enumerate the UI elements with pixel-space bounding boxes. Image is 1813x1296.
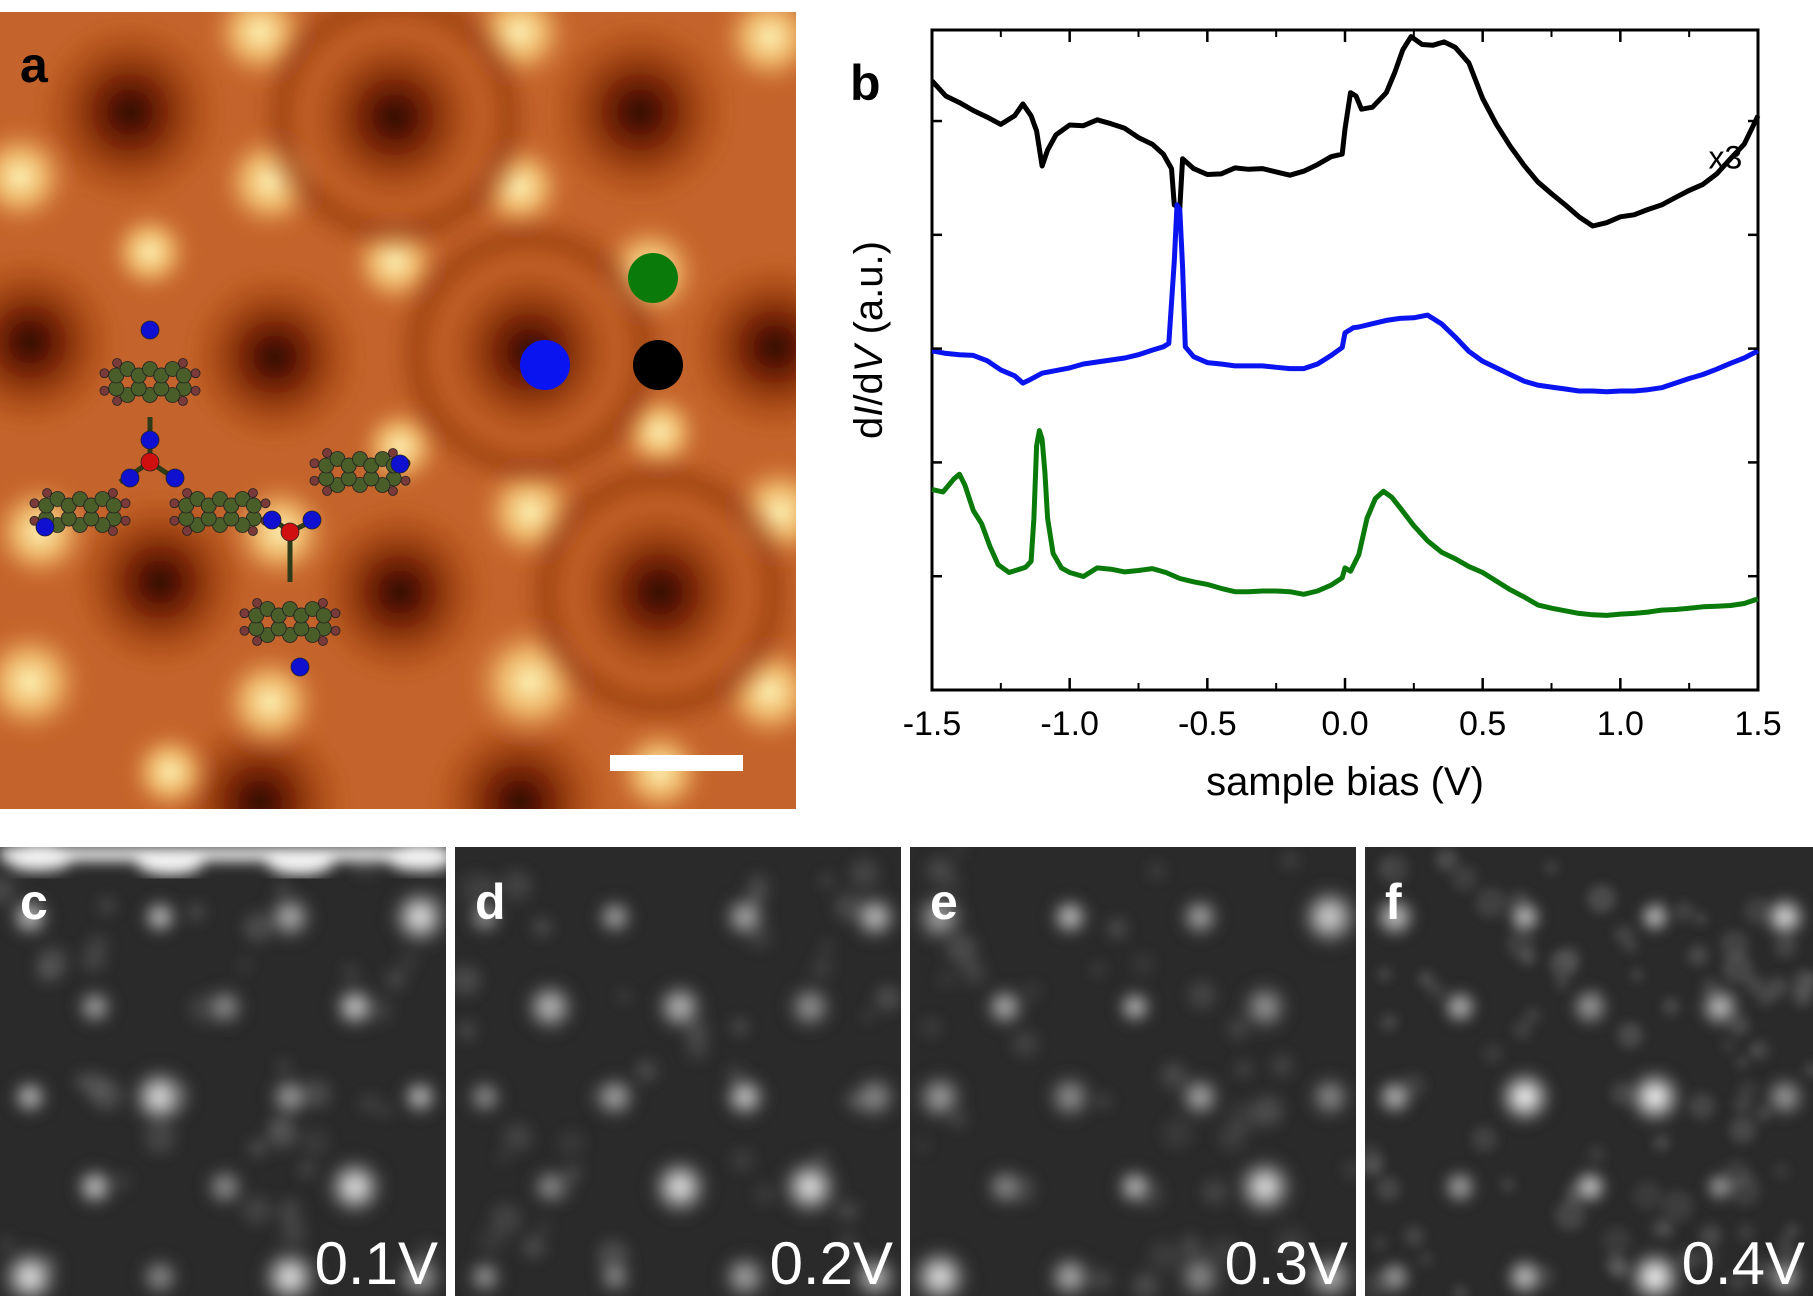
x-tick-label: -1.0	[1040, 705, 1099, 743]
map-e: e 0.3V	[910, 847, 1356, 1296]
atom	[260, 498, 271, 509]
x-tick-label: 1.5	[1734, 705, 1781, 743]
atom	[178, 358, 188, 368]
map-d-svg	[455, 847, 901, 1296]
atom	[190, 385, 201, 396]
map-c: c 0.1V	[0, 847, 446, 1296]
atom	[120, 515, 131, 526]
y-label-part: d	[847, 417, 891, 439]
atom	[290, 657, 310, 677]
atom	[178, 396, 188, 406]
x-axis-label: sample bias (V)	[1206, 760, 1484, 804]
atom	[169, 498, 180, 509]
map-f-svg	[1365, 847, 1813, 1296]
map-background	[0, 847, 446, 1296]
atom	[330, 608, 341, 619]
x-tick-label: 1.0	[1597, 705, 1644, 743]
panel-label-e: e	[930, 874, 958, 930]
map-background	[1365, 847, 1813, 1296]
voltage-label-f: 0.4V	[1681, 1230, 1805, 1296]
atom	[318, 636, 328, 646]
voltage-label-d: 0.2V	[769, 1230, 893, 1296]
atom	[120, 468, 140, 488]
atom	[262, 510, 282, 530]
map-d: d 0.2V	[455, 847, 901, 1296]
atom	[309, 458, 320, 469]
y-label-part: (a.u.)	[847, 241, 891, 345]
x-tick-label: 0.5	[1459, 705, 1506, 743]
atom	[252, 598, 262, 608]
y-label-part: I	[847, 406, 891, 417]
atom	[140, 430, 160, 450]
topography-image: a	[0, 12, 796, 809]
atom	[140, 320, 160, 340]
scale-annotation: x3	[1708, 140, 1742, 176]
atom	[140, 452, 160, 472]
map-f: f 0.4V	[1365, 847, 1813, 1296]
atom	[169, 515, 180, 526]
atom	[99, 385, 110, 396]
atom	[315, 607, 332, 624]
blue-marker	[520, 340, 570, 390]
atom	[112, 358, 122, 368]
map-c-svg	[0, 847, 446, 1296]
atom	[309, 475, 320, 486]
atom	[108, 488, 118, 498]
atom	[388, 448, 398, 458]
atom	[182, 488, 192, 498]
atom	[390, 454, 410, 474]
atom	[302, 510, 322, 530]
atom	[42, 488, 52, 498]
atom	[248, 488, 258, 498]
panel-label-f: f	[1385, 874, 1402, 930]
x-tick-label: 0.0	[1321, 705, 1368, 743]
atom	[108, 526, 118, 536]
atom	[318, 598, 328, 608]
atom	[165, 468, 185, 488]
panel-label-c: c	[20, 874, 48, 930]
topography-svg	[0, 12, 796, 809]
molecular-model	[29, 320, 411, 677]
black-marker	[633, 340, 683, 390]
atom	[252, 636, 262, 646]
atom	[99, 368, 110, 379]
panel-label-d: d	[475, 874, 506, 930]
scale-bar	[610, 755, 743, 771]
y-axis-label: dI/dV (a.u.)	[847, 241, 891, 439]
y-label-part: /d	[847, 372, 891, 405]
atom	[245, 497, 262, 514]
atom	[239, 625, 250, 636]
atom	[280, 522, 300, 542]
atom	[35, 517, 55, 537]
atom	[248, 526, 258, 536]
series-line-0	[930, 34, 1761, 229]
atom	[330, 625, 341, 636]
atom	[388, 486, 398, 496]
voltage-label-e: 0.3V	[1224, 1230, 1348, 1296]
atom	[182, 526, 192, 536]
spectra-svg: -1.5 -1.0 -0.5 0.0 0.5 1.0 1.5 sample bias (V)…	[847, 28, 1782, 804]
map-background	[455, 847, 901, 1296]
x-tick-label: -1.5	[903, 705, 962, 743]
atom	[400, 475, 411, 486]
atom	[112, 396, 122, 406]
atom	[175, 367, 192, 384]
spectra-chart: -1.5 -1.0 -0.5 0.0 0.5 1.0 1.5 sample bias (V)…	[820, 0, 1813, 830]
atom	[322, 448, 332, 458]
panel-label-a: a	[20, 37, 48, 93]
x-tick-label: -0.5	[1178, 705, 1237, 743]
series-line-2	[931, 428, 1759, 618]
atom	[190, 368, 201, 379]
atom	[120, 498, 131, 509]
atom	[29, 498, 40, 509]
atom	[322, 486, 332, 496]
series-line-1	[931, 202, 1760, 395]
map-e-svg	[910, 847, 1356, 1296]
atom	[239, 608, 250, 619]
atom	[105, 497, 122, 514]
voltage-label-c: 0.1V	[314, 1230, 438, 1296]
panel-label-b: b	[850, 55, 881, 111]
y-label-part: V	[847, 342, 891, 372]
green-marker	[628, 253, 678, 303]
